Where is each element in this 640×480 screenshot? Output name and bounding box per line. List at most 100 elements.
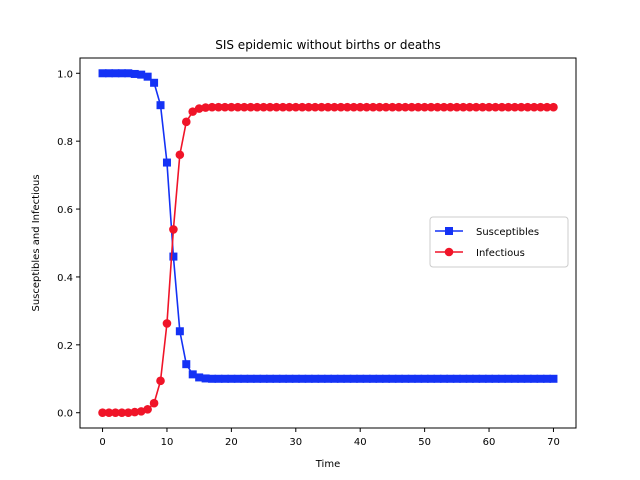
- data-point-susceptibles: [536, 374, 545, 383]
- data-point-susceptibles: [317, 374, 326, 383]
- data-point-susceptibles: [278, 374, 287, 383]
- data-point-infectious: [433, 102, 442, 112]
- y-tick-label: 0.4: [57, 273, 73, 284]
- data-point-susceptibles: [240, 374, 249, 383]
- data-point-susceptibles: [304, 374, 313, 383]
- data-point-infectious: [330, 102, 339, 112]
- data-point-infectious: [523, 102, 532, 112]
- legend-marker-infectious: [444, 247, 454, 257]
- data-point-susceptibles: [130, 69, 139, 78]
- data-point-susceptibles: [324, 374, 332, 383]
- y-axis-label: Susceptibles and Infectious: [31, 174, 42, 311]
- data-point-susceptibles: [195, 373, 204, 382]
- y-tick-label: 0.2: [57, 341, 73, 352]
- data-point-susceptibles: [298, 374, 307, 383]
- data-point-infectious: [175, 150, 185, 160]
- data-point-infectious: [239, 102, 249, 112]
- data-point-susceptibles: [343, 374, 352, 383]
- data-point-infectious: [343, 102, 352, 112]
- data-point-infectious: [458, 102, 468, 112]
- data-point-susceptibles: [478, 374, 487, 383]
- data-point-susceptibles: [356, 374, 365, 383]
- data-point-infectious: [149, 398, 159, 408]
- data-point-susceptibles: [330, 374, 339, 383]
- data-point-infectious: [491, 102, 500, 112]
- y-tick-label: 0.8: [57, 137, 73, 148]
- data-point-infectious: [381, 102, 391, 112]
- data-point-infectious: [407, 102, 417, 112]
- data-point-susceptibles: [530, 374, 539, 383]
- y-axis-ticks: 0.0 0.2 0.4 0.6 0.8 1.0: [57, 69, 80, 420]
- data-point-infectious: [549, 102, 558, 112]
- data-point-infectious: [265, 102, 275, 112]
- data-point-susceptibles: [266, 374, 275, 383]
- data-point-susceptibles: [375, 374, 384, 383]
- data-point-infectious: [465, 102, 475, 112]
- data-point-infectious: [317, 102, 326, 112]
- data-point-infectious: [297, 102, 307, 112]
- data-point-susceptibles: [369, 374, 378, 383]
- y-tick-label: 0.6: [57, 205, 73, 216]
- x-tick-label: 10: [161, 437, 174, 448]
- data-point-infectious: [400, 102, 410, 112]
- legend-marker-susceptibles: [445, 227, 453, 235]
- data-point-infectious: [304, 102, 313, 112]
- data-point-susceptibles: [491, 374, 500, 383]
- data-point-susceptibles: [381, 374, 390, 383]
- data-point-susceptibles: [427, 374, 436, 383]
- data-point-infectious: [336, 102, 346, 112]
- data-point-susceptibles: [549, 374, 558, 383]
- data-point-infectious: [233, 102, 243, 112]
- x-tick-label: 50: [418, 437, 431, 448]
- data-point-infectious: [510, 102, 520, 112]
- data-point-infectious: [272, 102, 281, 112]
- data-point-susceptibles: [401, 374, 410, 383]
- data-point-infectious: [439, 102, 449, 112]
- data-point-susceptibles: [543, 374, 552, 383]
- data-point-infectious: [536, 102, 545, 112]
- data-point-susceptibles: [446, 374, 455, 383]
- data-point-infectious: [375, 102, 384, 112]
- data-point-susceptibles: [272, 374, 281, 383]
- data-point-infectious: [246, 102, 256, 112]
- data-point-infectious: [484, 102, 494, 112]
- data-point-susceptibles: [246, 374, 255, 383]
- data-point-infectious: [362, 102, 371, 112]
- x-tick-label: 0: [99, 437, 105, 448]
- data-point-susceptibles: [124, 69, 133, 78]
- data-point-infectious: [111, 408, 120, 418]
- data-point-infectious: [426, 102, 436, 112]
- data-point-infectious: [394, 102, 404, 112]
- data-point-susceptibles: [137, 70, 146, 79]
- data-point-infectious: [259, 102, 268, 112]
- data-point-infectious: [349, 102, 359, 112]
- data-point-susceptibles: [117, 69, 126, 78]
- data-point-infectious: [478, 102, 487, 112]
- data-point-infectious: [124, 408, 133, 418]
- data-point-susceptibles: [188, 370, 197, 379]
- data-point-susceptibles: [407, 374, 416, 383]
- legend-box: [429, 216, 569, 268]
- data-point-susceptibles: [336, 374, 345, 383]
- data-point-susceptibles: [433, 374, 442, 383]
- y-tick-label: 1.0: [57, 69, 73, 80]
- data-point-infectious: [104, 408, 114, 418]
- data-point-susceptibles: [156, 101, 165, 110]
- data-point-infectious: [420, 102, 429, 112]
- x-axis-ticks: 0 10 20 30 40 50 60 70: [99, 428, 560, 448]
- x-tick-label: 20: [225, 437, 238, 448]
- x-tick-label: 30: [289, 437, 302, 448]
- data-point-infectious: [413, 102, 423, 112]
- data-point-infectious: [388, 102, 397, 112]
- data-point-susceptibles: [98, 69, 107, 78]
- data-point-infectious: [117, 408, 127, 418]
- data-point-susceptibles: [517, 374, 526, 383]
- plot-frame: [79, 57, 577, 429]
- data-point-infectious: [285, 102, 294, 112]
- data-point-infectious: [278, 102, 288, 112]
- data-point-infectious: [291, 102, 301, 112]
- data-point-infectious: [323, 102, 333, 112]
- data-point-infectious: [220, 102, 230, 112]
- data-point-susceptibles: [472, 374, 481, 383]
